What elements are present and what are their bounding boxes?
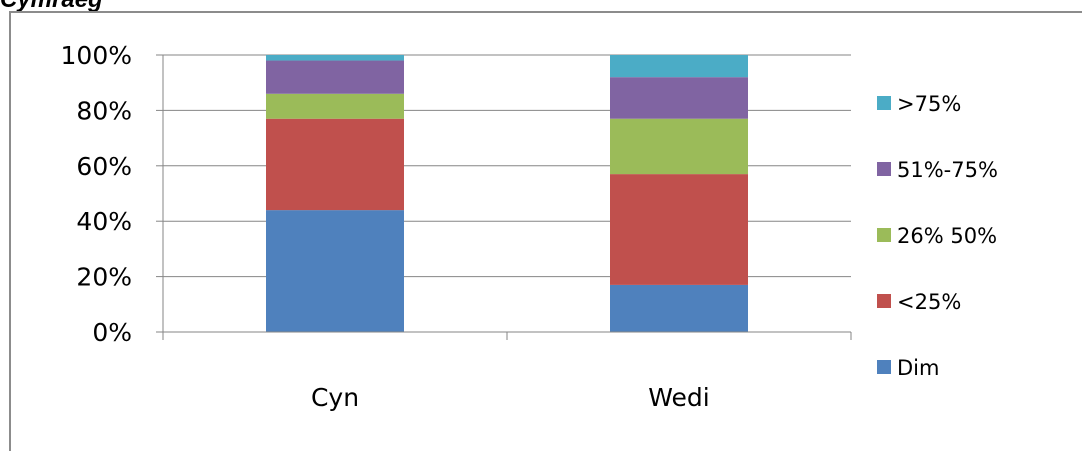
y-tick-label: 60%	[76, 152, 132, 181]
bar-segment	[266, 61, 404, 94]
legend-label: >75%	[897, 92, 961, 116]
legend-swatch	[877, 228, 891, 242]
category-label: Wedi	[648, 383, 709, 412]
legend-label: 51%-75%	[897, 158, 998, 182]
bar-segment	[610, 77, 748, 119]
bar-segment	[610, 55, 748, 77]
legend-label: Dim	[897, 356, 939, 380]
bar-segment	[610, 119, 748, 174]
y-tick-labels: 0% 20% 40% 60% 80% 100%	[61, 41, 132, 347]
y-tick-label: 40%	[76, 207, 132, 236]
bar-segment	[266, 55, 404, 61]
bar-segment	[266, 210, 404, 332]
legend-swatch	[877, 162, 891, 176]
legend-swatch	[877, 360, 891, 374]
y-tick-label: 20%	[76, 263, 132, 292]
y-tick-label: 0%	[92, 318, 132, 347]
y-tick-label: 100%	[61, 41, 132, 70]
category-labels: Cyn Wedi	[311, 383, 710, 412]
legend-swatch	[877, 294, 891, 308]
legend-label: 26% 50%	[897, 224, 997, 248]
bar-segment	[266, 94, 404, 119]
bar-segment	[266, 119, 404, 210]
bar-segment	[610, 285, 748, 332]
legend-label: <25%	[897, 290, 961, 314]
y-tick-label: 80%	[76, 96, 132, 125]
legend: >75% 51%-75% 26% 50% <25% Dim	[877, 92, 998, 380]
bars	[266, 55, 748, 332]
category-label: Cyn	[311, 383, 359, 412]
bar-segment	[610, 174, 748, 285]
legend-swatch	[877, 96, 891, 110]
